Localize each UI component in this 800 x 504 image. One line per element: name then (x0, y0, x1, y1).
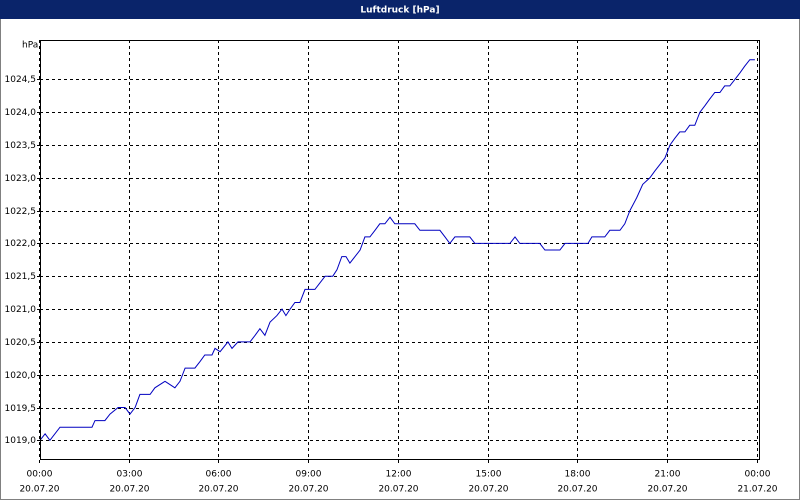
y-tick-label: 1022,0 (5, 239, 37, 249)
x-tick-label: 00:00 (745, 470, 771, 480)
x-tick-label: 06:00 (206, 470, 232, 480)
x-tick-label: 09:00 (296, 470, 322, 480)
plot (39, 59, 755, 442)
y-tick-label: 1024,5 (5, 75, 37, 85)
y-tick-label: 1019,0 (5, 436, 37, 446)
y-tick-label: 1023,0 (5, 174, 37, 184)
x-tick-label: 12:00 (386, 470, 412, 480)
x-tick-label: 03:00 (117, 470, 143, 480)
x-tick-date: 20.07.20 (288, 485, 328, 495)
y-tick-label: 1021,5 (5, 272, 37, 282)
y-tick-label: 1020,0 (5, 371, 37, 381)
window-title: Luftdruck [hPa] (360, 6, 439, 16)
x-tick-date: 21.07.20 (737, 485, 777, 495)
y-tick-label: 1019,5 (5, 404, 37, 414)
x-tick-date: 20.07.20 (647, 485, 687, 495)
plot-area (40, 40, 760, 460)
x-tick-date: 20.07.20 (19, 485, 59, 495)
x-tick-label: 18:00 (565, 470, 591, 480)
x-tick-date: 20.07.20 (378, 485, 418, 495)
title-bar (0, 0, 800, 19)
x-tick-date: 20.07.20 (557, 485, 597, 495)
y-tick-label: 1023,5 (5, 141, 37, 151)
x-tick-label: 21:00 (655, 470, 681, 480)
y-tick-label: 1022,5 (5, 207, 37, 217)
y-tick-label: 1020,5 (5, 338, 37, 348)
x-tick-label: 00:00 (27, 470, 53, 480)
x-tick-date: 20.07.20 (109, 485, 149, 495)
data-line (39, 59, 755, 442)
y-tick-label: 1024,0 (5, 108, 37, 118)
x-tick-date: 20.07.20 (198, 485, 238, 495)
grid (37, 40, 760, 463)
plot-frame (40, 40, 760, 460)
x-tick-label: 15:00 (476, 470, 502, 480)
y-tick-label: 1021,0 (5, 305, 37, 315)
x-tick-date: 20.07.20 (468, 485, 508, 495)
y-axis-label: hPa (22, 41, 38, 51)
